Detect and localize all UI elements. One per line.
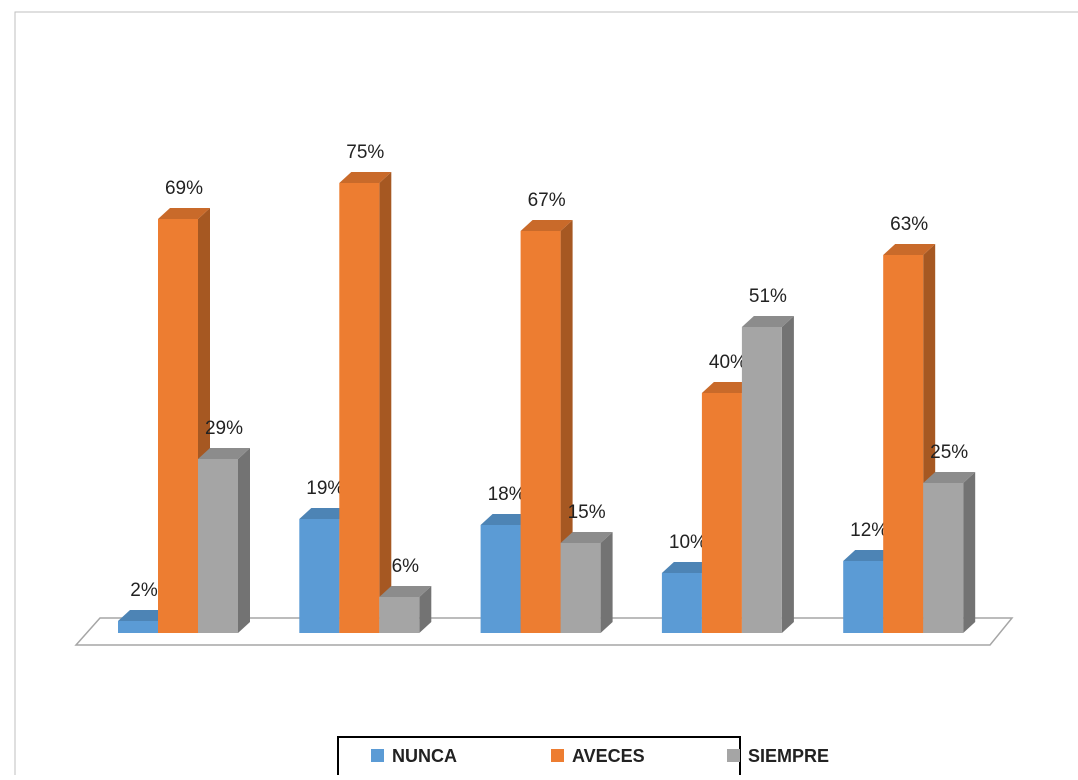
data-label: 29%: [205, 418, 243, 439]
bar: [339, 183, 380, 633]
bar-side: [379, 172, 392, 633]
bar-side: [963, 472, 976, 633]
bar: [701, 393, 742, 633]
bar-top: [923, 472, 976, 483]
data-label: 19%: [306, 478, 344, 499]
bar-top: [198, 448, 250, 459]
data-label: 51%: [749, 286, 787, 307]
legend-items: NUNCA AVECES SIEMPRE: [371, 746, 829, 766]
data-label: 15%: [568, 502, 606, 523]
data-label: 40%: [709, 352, 747, 373]
bar-top: [158, 208, 210, 219]
data-label: 67%: [528, 190, 566, 211]
bar-top: [520, 220, 573, 231]
bar: [883, 255, 924, 633]
bar: [661, 573, 702, 633]
bar-top: [379, 586, 432, 597]
bar-top: [883, 244, 936, 255]
data-label: 2%: [130, 580, 158, 601]
legend-swatch: [727, 749, 740, 762]
bar-top: [843, 550, 896, 561]
data-label: 10%: [669, 532, 707, 553]
data-label: 6%: [392, 556, 420, 577]
bar-top: [339, 172, 392, 183]
bar-top: [118, 610, 170, 621]
legend-label: SIEMPRE: [748, 746, 829, 766]
data-label: 18%: [488, 484, 526, 505]
legend-label: NUNCA: [392, 746, 457, 766]
bar: [379, 597, 420, 633]
bar-side: [781, 316, 794, 633]
bar: [198, 459, 238, 633]
bar-top: [661, 562, 714, 573]
bar-side: [419, 586, 432, 633]
legend-label: AVECES: [572, 746, 645, 766]
bar: [741, 327, 782, 633]
legend-swatch: [551, 749, 564, 762]
legend: [337, 736, 741, 780]
bar-top: [480, 514, 533, 525]
bar-side: [560, 220, 573, 633]
data-label: 12%: [850, 520, 888, 541]
data-label: 25%: [930, 442, 968, 463]
bar-top: [741, 316, 794, 327]
bar: [560, 543, 601, 633]
bar: [158, 219, 198, 633]
bar-side: [238, 448, 250, 633]
bar: [118, 621, 158, 633]
bar: [299, 519, 340, 633]
bar-top: [299, 508, 352, 519]
bar-top: [701, 382, 754, 393]
bars: 2% 69% 29% 19% 75% 6% 18% 67% 15% 10% 40% 51% 12% 63%…: [118, 142, 976, 633]
bar: [520, 231, 561, 633]
bar-top: [560, 532, 613, 543]
bar: [923, 483, 964, 633]
legend-swatch: [371, 749, 384, 762]
data-label: 75%: [346, 142, 384, 163]
bar-side: [600, 532, 613, 633]
data-label: 63%: [890, 214, 928, 235]
data-label: 69%: [165, 178, 203, 199]
bar: [480, 525, 521, 633]
bar: [843, 561, 884, 633]
